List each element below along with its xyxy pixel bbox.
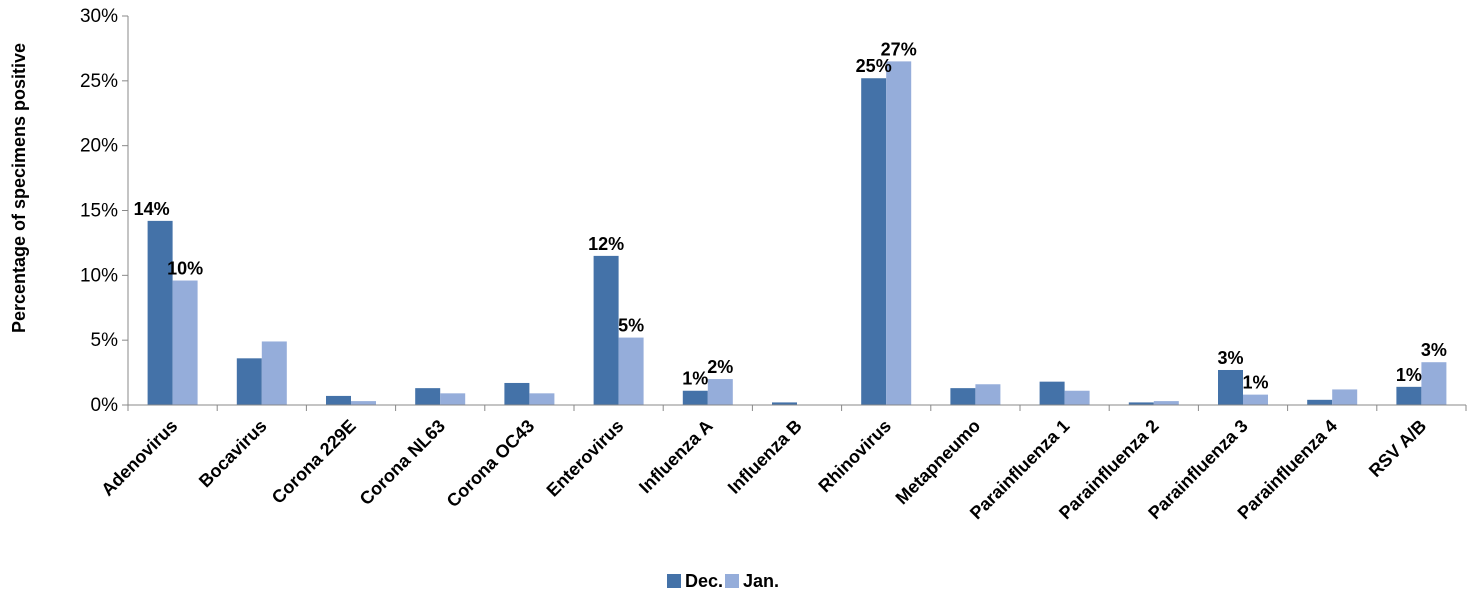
legend-swatch-dec [667, 574, 681, 588]
bar-dec [682, 390, 708, 405]
bar-jan [440, 393, 466, 405]
data-label: 2% [707, 357, 733, 377]
data-label: 3% [1421, 340, 1447, 360]
data-label: 3% [1217, 348, 1243, 368]
x-category-label: Rhinovirus [814, 416, 895, 497]
legend-swatch-jan [725, 574, 739, 588]
bar-dec [1307, 399, 1333, 405]
data-label: 12% [588, 234, 624, 254]
bar-dec [147, 220, 173, 405]
legend-label: Jan. [743, 571, 779, 591]
bar-jan [886, 61, 912, 406]
x-category-label: RSV A/B [1365, 416, 1430, 481]
y-tick-label: 10% [80, 265, 118, 286]
bar-jan [172, 280, 198, 405]
bar-dec [861, 78, 887, 406]
data-label: 1% [1242, 373, 1268, 393]
data-label: 27% [881, 39, 917, 59]
data-label: 14% [134, 199, 170, 219]
bar-dec [236, 358, 262, 405]
y-tick-label: 5% [91, 330, 119, 351]
bar-jan [1064, 390, 1090, 405]
bar-dec [1396, 386, 1422, 405]
bar-jan [1421, 362, 1447, 405]
data-label: 10% [167, 259, 203, 279]
x-category-label: Corona OC43 [443, 416, 538, 511]
x-category-label: Corona NL63 [356, 416, 449, 509]
bar-dec [415, 388, 441, 405]
y-tick-label: 0% [91, 395, 119, 416]
axes [127, 16, 1467, 411]
x-category-label: Bocavirus [195, 416, 271, 492]
bar-series [147, 61, 1447, 406]
bar-dec [1218, 369, 1243, 405]
y-tick-label: 15% [80, 201, 118, 222]
legend: Dec. Jan. [667, 571, 779, 591]
bar-dec [1128, 402, 1154, 405]
bar-dec [504, 382, 530, 405]
bar-jan [707, 379, 733, 405]
legend-label: Dec. [685, 571, 723, 591]
y-tick-label: 20% [80, 136, 118, 157]
y-axis-title: Percentage of specimens positive [9, 43, 29, 333]
bar-jan [261, 341, 287, 405]
x-category-label: Adenovirus [97, 416, 181, 500]
y-tick-label: 25% [80, 71, 118, 92]
bar-jan [351, 401, 376, 405]
bar-dec [326, 395, 351, 405]
x-category-label: Influenza A [635, 416, 717, 498]
bar-dec [1039, 381, 1065, 405]
bar-jan [1332, 389, 1358, 405]
bar-jan [1153, 401, 1179, 405]
bar-jan [618, 337, 644, 405]
bar-dec [772, 402, 797, 405]
x-category-label: Metapneumo [892, 416, 985, 509]
bar-jan [529, 393, 555, 405]
data-label: 5% [618, 316, 644, 336]
data-label: 25% [856, 56, 892, 76]
data-labels: 14%10%12%5%1%2%25%27%3%1% 1%3% [134, 39, 1447, 392]
x-category-label: Corona 229E [268, 416, 360, 508]
bar-dec [593, 255, 619, 405]
x-category-label: Influenza B [724, 416, 806, 498]
bar-jan [1243, 394, 1268, 405]
y-tick-label: 30% [80, 6, 118, 27]
bar-jan [975, 384, 1001, 405]
x-category-label: Enterovirus [543, 416, 628, 501]
data-label: 1% [682, 369, 708, 389]
bar-dec [950, 388, 976, 405]
y-axis-ticks: 0% 5% 10% 15% 20% 25% 30% [80, 6, 128, 416]
data-label: 1% [1396, 365, 1422, 385]
